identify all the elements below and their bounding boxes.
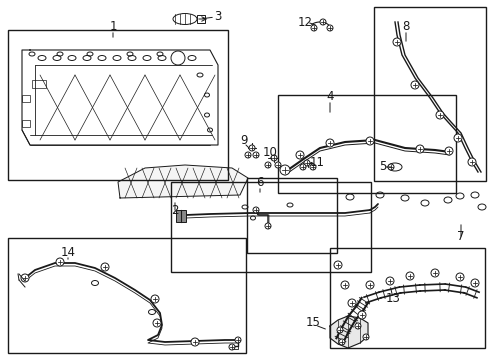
Circle shape — [56, 258, 64, 266]
Circle shape — [334, 261, 342, 269]
Circle shape — [454, 134, 462, 142]
Circle shape — [296, 151, 304, 159]
Circle shape — [311, 25, 317, 31]
Circle shape — [280, 165, 290, 175]
Circle shape — [388, 164, 394, 170]
Circle shape — [355, 323, 361, 329]
Text: 9: 9 — [240, 134, 248, 147]
Bar — [197, 15, 205, 23]
Circle shape — [468, 158, 476, 166]
Circle shape — [320, 19, 326, 25]
Circle shape — [431, 269, 439, 277]
Circle shape — [456, 273, 464, 281]
Text: 10: 10 — [263, 145, 277, 158]
Polygon shape — [118, 165, 248, 198]
Bar — [171, 182, 371, 272]
Bar — [8, 238, 246, 353]
Circle shape — [265, 162, 271, 168]
Bar — [278, 95, 456, 193]
Circle shape — [153, 319, 161, 327]
Circle shape — [445, 147, 453, 155]
Circle shape — [300, 164, 306, 170]
Bar — [22, 120, 30, 127]
Text: 7: 7 — [457, 230, 465, 243]
Circle shape — [326, 139, 334, 147]
Bar — [22, 95, 30, 102]
Text: 13: 13 — [386, 292, 400, 305]
Circle shape — [310, 164, 316, 170]
Polygon shape — [330, 316, 368, 348]
Circle shape — [101, 263, 109, 271]
Circle shape — [366, 137, 374, 145]
Bar — [374, 7, 486, 181]
Text: 11: 11 — [310, 156, 324, 168]
Text: 5: 5 — [379, 161, 387, 174]
Circle shape — [271, 155, 277, 161]
Circle shape — [229, 344, 235, 350]
Circle shape — [337, 327, 343, 333]
Circle shape — [304, 160, 310, 166]
Text: 2: 2 — [171, 203, 179, 216]
Circle shape — [151, 295, 159, 303]
Text: 12: 12 — [297, 15, 313, 28]
Circle shape — [471, 279, 479, 287]
Circle shape — [235, 337, 241, 343]
Circle shape — [363, 334, 369, 340]
Text: 8: 8 — [402, 21, 410, 33]
Circle shape — [253, 152, 259, 158]
Circle shape — [366, 281, 374, 289]
Circle shape — [411, 81, 419, 89]
Bar — [330, 248, 485, 348]
Circle shape — [171, 51, 185, 65]
Circle shape — [275, 162, 281, 168]
Circle shape — [406, 272, 414, 280]
Text: 3: 3 — [214, 10, 221, 23]
Bar — [247, 178, 337, 253]
Bar — [8, 30, 228, 180]
Text: 14: 14 — [60, 246, 75, 258]
Bar — [176, 210, 186, 222]
Circle shape — [191, 338, 199, 346]
Circle shape — [339, 339, 345, 345]
Circle shape — [416, 145, 424, 153]
Text: 1: 1 — [109, 21, 117, 33]
Circle shape — [358, 311, 366, 319]
Text: 15: 15 — [306, 315, 320, 328]
Circle shape — [386, 277, 394, 285]
Circle shape — [249, 145, 255, 151]
Circle shape — [327, 25, 333, 31]
Text: 6: 6 — [256, 175, 264, 189]
Circle shape — [245, 152, 251, 158]
Circle shape — [436, 111, 444, 119]
Circle shape — [393, 38, 401, 46]
Circle shape — [21, 274, 29, 282]
Circle shape — [253, 207, 259, 213]
Text: 4: 4 — [326, 90, 334, 104]
Circle shape — [341, 281, 349, 289]
Bar — [32, 80, 46, 88]
Circle shape — [265, 223, 271, 229]
Circle shape — [348, 299, 356, 307]
